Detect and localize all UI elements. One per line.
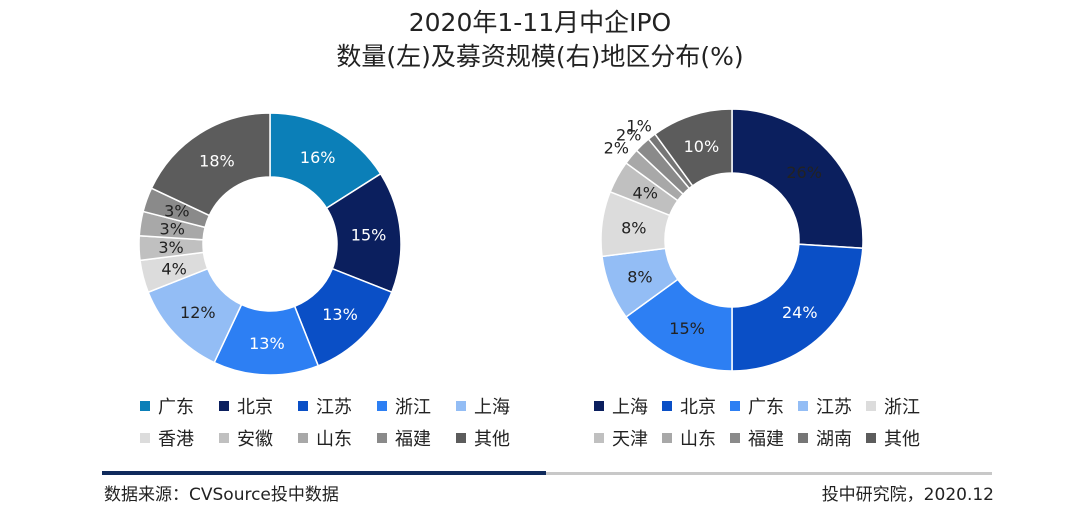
right-legend-label: 天津 bbox=[612, 429, 648, 450]
left-legend-item: 浙江 bbox=[377, 393, 456, 419]
right-legend-swatch bbox=[730, 433, 740, 443]
donut-right-label-天津: 4% bbox=[633, 183, 658, 202]
donut-right-label-广东: 15% bbox=[669, 319, 705, 338]
donut-right-label-福建: 2% bbox=[616, 125, 641, 144]
donut-left-label-安徽: 3% bbox=[158, 238, 183, 257]
donut-left-label-香港: 4% bbox=[161, 260, 186, 279]
credit-note: 投中研究院，2020.12 bbox=[821, 485, 994, 505]
donut-left-label-福建: 3% bbox=[164, 201, 189, 220]
donut-right-label-上海: 26% bbox=[786, 163, 822, 182]
donut-left-slice-其他 bbox=[150, 112, 271, 217]
right-legend: 上海 北京 广东 江苏 浙江天津 山东 福建 湖南 其他 bbox=[594, 393, 934, 451]
right-legend-item: 山东 bbox=[662, 425, 730, 451]
right-legend-label: 湖南 bbox=[816, 429, 852, 450]
left-legend-label: 江苏 bbox=[316, 397, 352, 418]
right-legend-item: 其他 bbox=[866, 425, 934, 451]
right-legend-swatch bbox=[798, 401, 808, 411]
right-legend-item: 广东 bbox=[730, 393, 798, 419]
donut-right-slice-上海 bbox=[731, 108, 864, 250]
footer-rule-dark bbox=[102, 471, 546, 475]
right-legend-swatch bbox=[866, 401, 876, 411]
left-legend: 广东 北京 江苏 浙江 上海香港 安徽 山东 福建 其他 bbox=[140, 393, 535, 451]
donut-right-label-山东: 2% bbox=[604, 139, 629, 158]
right-legend-row: 上海 北京 广东 江苏 浙江 bbox=[594, 393, 934, 419]
left-donut-chart: 16%15%13%13%12%4%3%3%3%18% bbox=[138, 112, 402, 376]
left-legend-item: 江苏 bbox=[298, 393, 377, 419]
right-legend-swatch bbox=[662, 433, 672, 443]
right-legend-row: 天津 山东 福建 湖南 其他 bbox=[594, 425, 934, 451]
donut-left-label-上海: 12% bbox=[180, 303, 216, 322]
donut-right-label-其他: 10% bbox=[684, 137, 720, 156]
left-legend-label: 浙江 bbox=[395, 397, 431, 418]
left-legend-label: 广东 bbox=[158, 397, 194, 418]
right-legend-item: 上海 bbox=[594, 393, 662, 419]
donut-left-label-北京: 15% bbox=[351, 226, 387, 245]
left-legend-swatch bbox=[140, 401, 150, 411]
left-legend-row: 香港 安徽 山东 福建 其他 bbox=[140, 425, 535, 451]
left-legend-swatch bbox=[377, 401, 387, 411]
left-legend-item: 福建 bbox=[377, 425, 456, 451]
left-legend-swatch bbox=[219, 401, 229, 411]
right-legend-swatch bbox=[798, 433, 808, 443]
donut-right-label-湖南: 1% bbox=[626, 116, 651, 135]
left-legend-label: 香港 bbox=[158, 429, 194, 450]
chart-title: 2020年1-11月中企IPO 数量(左)及募资规模(右)地区分布(%) bbox=[0, 6, 1080, 74]
left-legend-label: 山东 bbox=[316, 429, 352, 450]
title-line-1: 2020年1-11月中企IPO bbox=[408, 8, 672, 37]
left-legend-swatch bbox=[377, 433, 387, 443]
right-legend-swatch bbox=[662, 401, 672, 411]
left-legend-swatch bbox=[456, 433, 466, 443]
donut-left-label-江苏: 13% bbox=[322, 305, 358, 324]
right-legend-item: 福建 bbox=[730, 425, 798, 451]
left-legend-label: 北京 bbox=[237, 397, 273, 418]
left-legend-swatch bbox=[140, 433, 150, 443]
title-line-2: 数量(左)及募资规模(右)地区分布(%) bbox=[336, 42, 744, 71]
left-legend-label: 上海 bbox=[474, 397, 510, 418]
right-legend-swatch bbox=[594, 433, 604, 443]
donut-left-label-山东: 3% bbox=[160, 220, 185, 239]
left-legend-row: 广东 北京 江苏 浙江 上海 bbox=[140, 393, 535, 419]
left-legend-swatch bbox=[298, 401, 308, 411]
right-legend-item: 北京 bbox=[662, 393, 730, 419]
left-legend-item: 安徽 bbox=[219, 425, 298, 451]
right-legend-swatch bbox=[866, 433, 876, 443]
donut-left-label-浙江: 13% bbox=[249, 334, 285, 353]
right-donut-chart: 26%24%15%8%8%4%2%2%1%10% bbox=[600, 108, 864, 372]
left-legend-label: 福建 bbox=[395, 429, 431, 450]
left-legend-swatch bbox=[456, 401, 466, 411]
left-legend-item: 广东 bbox=[140, 393, 219, 419]
right-legend-label: 福建 bbox=[748, 429, 784, 450]
right-legend-item: 天津 bbox=[594, 425, 662, 451]
right-legend-item: 湖南 bbox=[798, 425, 866, 451]
right-legend-label: 上海 bbox=[612, 397, 648, 418]
right-legend-swatch bbox=[730, 401, 740, 411]
footer-rule-light bbox=[546, 472, 992, 475]
donut-right-label-浙江: 8% bbox=[621, 219, 646, 238]
donut-right-slice-北京 bbox=[731, 243, 864, 372]
left-legend-item: 其他 bbox=[456, 425, 535, 451]
left-legend-item: 山东 bbox=[298, 425, 377, 451]
left-legend-label: 其他 bbox=[474, 429, 510, 450]
donut-right-slice-其他 bbox=[653, 108, 733, 187]
right-legend-label: 山东 bbox=[680, 429, 716, 450]
right-legend-label: 浙江 bbox=[884, 397, 920, 418]
left-legend-item: 北京 bbox=[219, 393, 298, 419]
right-legend-label: 广东 bbox=[748, 397, 784, 418]
left-legend-label: 安徽 bbox=[237, 429, 273, 450]
donut-left-label-广东: 16% bbox=[300, 148, 336, 167]
donut-left-label-其他: 18% bbox=[199, 151, 235, 170]
data-source: 数据来源：CVSource投中数据 bbox=[104, 485, 339, 505]
donut-right-label-北京: 24% bbox=[782, 303, 818, 322]
donut-right-label-江苏: 8% bbox=[627, 267, 652, 286]
left-legend-item: 上海 bbox=[456, 393, 535, 419]
left-legend-swatch bbox=[219, 433, 229, 443]
right-legend-label: 北京 bbox=[680, 397, 716, 418]
left-legend-item: 香港 bbox=[140, 425, 219, 451]
left-legend-swatch bbox=[298, 433, 308, 443]
right-legend-item: 江苏 bbox=[798, 393, 866, 419]
right-legend-swatch bbox=[594, 401, 604, 411]
right-legend-label: 其他 bbox=[884, 429, 920, 450]
right-legend-item: 浙江 bbox=[866, 393, 934, 419]
right-legend-label: 江苏 bbox=[816, 397, 852, 418]
